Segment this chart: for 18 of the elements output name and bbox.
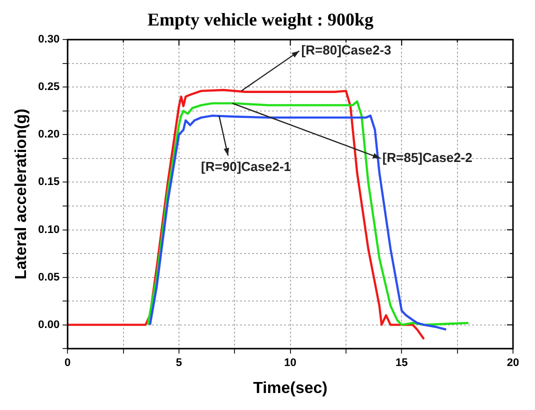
x-tick-label: 5 [176, 357, 182, 370]
y-tick-label: 0.25 [38, 81, 60, 94]
annotation: [R=85]Case2-2 [382, 150, 472, 165]
y-tick-label: 0.00 [38, 318, 60, 331]
y-tick-label: 0.05 [38, 271, 60, 284]
x-tick-label: 0 [64, 357, 71, 370]
chart-title: Empty vehicle weight : 900kg [148, 9, 374, 30]
y-tick-label: 0.20 [38, 128, 60, 141]
y-tick-label: 0.15 [38, 176, 60, 188]
y-axis-title: Lateral acceleration(g) [13, 108, 30, 280]
x-tick-label: 20 [506, 357, 520, 370]
annotation: [R=80]Case2-3 [301, 42, 392, 58]
annotation: [R=90]Case2-1 [201, 159, 292, 174]
y-tick-label: 0.10 [38, 224, 60, 236]
y-tick-label: 0.30 [38, 34, 60, 46]
x-axis-title: Time(sec) [253, 380, 328, 397]
x-tick-label: 15 [396, 357, 408, 370]
x-tick-label: 10 [284, 357, 296, 370]
